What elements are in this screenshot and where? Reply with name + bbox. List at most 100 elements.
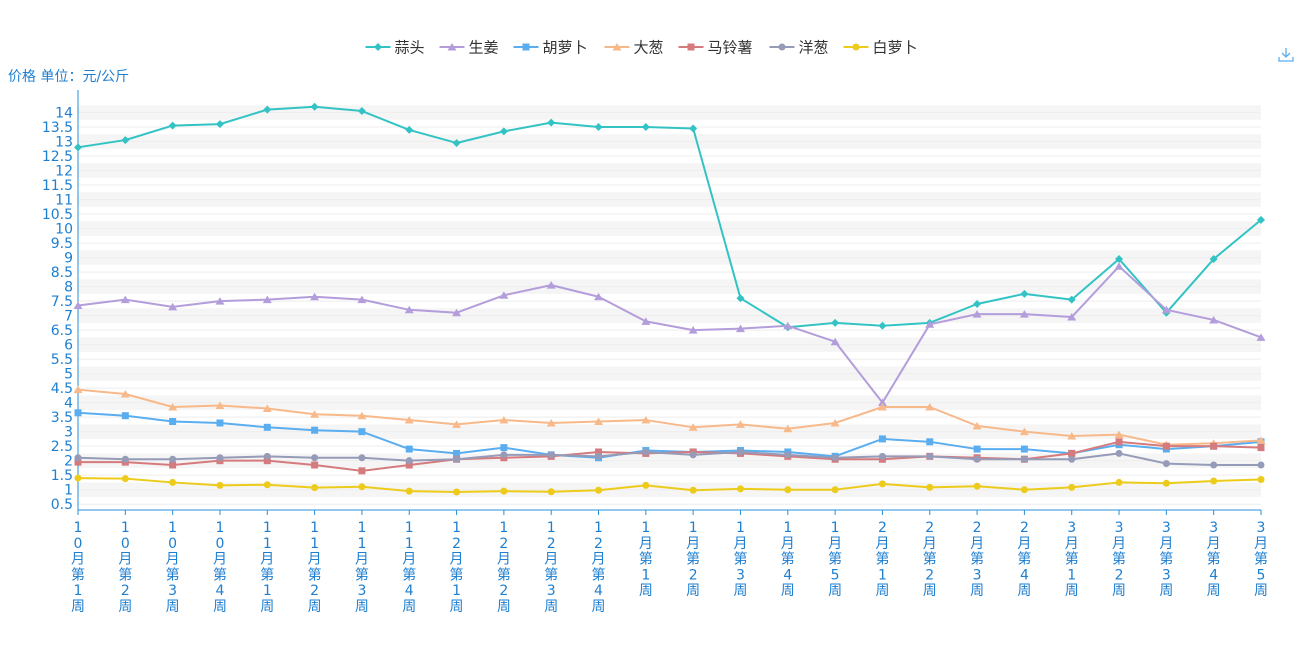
legend-marker xyxy=(852,43,860,51)
data-point xyxy=(310,102,319,111)
legend-label: 生姜 xyxy=(469,39,499,57)
data-point xyxy=(169,461,177,469)
legend-item[interactable]: 马铃薯 xyxy=(678,39,753,57)
data-point xyxy=(547,118,556,127)
legend-item[interactable]: 蒜头 xyxy=(365,39,425,57)
data-point xyxy=(1115,255,1124,264)
data-point xyxy=(453,488,461,496)
series-line xyxy=(77,477,1262,494)
x-tick-label: 1 月第 4 周 xyxy=(781,520,795,599)
data-point xyxy=(689,448,697,456)
legend-label: 胡萝卜 xyxy=(543,39,588,57)
data-point xyxy=(1210,442,1218,450)
data-point xyxy=(783,424,793,433)
grid xyxy=(78,105,1261,505)
series-7 xyxy=(74,474,1265,496)
data-point xyxy=(735,324,745,333)
legend-item[interactable]: 生姜 xyxy=(439,39,499,57)
data-point xyxy=(216,457,224,465)
data-point xyxy=(74,474,82,482)
data-point xyxy=(784,448,792,456)
legend-item[interactable]: 白萝卜 xyxy=(843,39,918,57)
data-point xyxy=(405,457,413,465)
data-point xyxy=(121,412,129,420)
x-tick-label: 3 月第 3 周 xyxy=(1159,520,1173,599)
data-point xyxy=(688,326,698,334)
data-point xyxy=(215,297,225,305)
legend-marker xyxy=(374,43,382,51)
data-point xyxy=(405,445,413,453)
data-point xyxy=(262,295,272,304)
data-point xyxy=(1209,315,1219,324)
data-point xyxy=(641,317,651,325)
x-tick-label: 1 月第 3 周 xyxy=(733,520,747,599)
data-point xyxy=(500,487,508,495)
data-point xyxy=(121,136,130,145)
x-tick-label: 1 月第 2 周 xyxy=(686,520,700,599)
data-point xyxy=(784,486,792,494)
data-point xyxy=(1162,479,1170,487)
data-point xyxy=(926,483,934,491)
legend-item[interactable]: 大葱 xyxy=(604,39,664,57)
x-tick-label: 1 0 月第 1 周 xyxy=(71,520,85,615)
download-icon[interactable] xyxy=(1276,44,1296,64)
data-point xyxy=(1210,477,1218,485)
data-point xyxy=(1162,308,1171,317)
legend-marker xyxy=(778,43,786,51)
data-point xyxy=(830,418,840,427)
y-tick-labels: 0.511.522.533.544.555.566.577.588.599.51… xyxy=(42,106,73,514)
data-point xyxy=(594,123,603,132)
series-line xyxy=(77,388,1262,446)
data-point xyxy=(121,475,129,483)
data-point xyxy=(168,302,178,311)
legend-item[interactable]: 胡萝卜 xyxy=(513,39,588,57)
x-tick-labels: 1 0 月第 1 周 1 0 月第 2 周 1 0 月第 3 周 1 0 月第 4 周 1 1 月第 1 周 1 1 月第 2 周 1 1 月第… xyxy=(71,520,1268,615)
legend-label: 洋葱 xyxy=(799,39,829,57)
y-tick-label: 10.5 xyxy=(42,207,73,223)
series-line xyxy=(77,411,1262,459)
data-point xyxy=(831,486,839,494)
data-point xyxy=(1114,262,1124,270)
data-point xyxy=(736,447,744,455)
y-tick-label: 12 xyxy=(55,164,73,180)
data-point xyxy=(1020,445,1028,453)
data-point xyxy=(595,452,603,460)
series-line xyxy=(77,265,1262,404)
data-point xyxy=(358,483,366,491)
data-point xyxy=(452,138,461,147)
data-point xyxy=(1019,310,1029,318)
data-point xyxy=(405,461,413,469)
data-point xyxy=(972,310,982,318)
data-point xyxy=(500,444,508,452)
data-point xyxy=(168,403,178,411)
y-tick-label: 4.5 xyxy=(51,381,73,397)
data-point xyxy=(216,454,224,462)
data-point xyxy=(215,401,225,410)
data-point xyxy=(926,438,934,446)
grid-band xyxy=(78,337,1261,352)
data-point xyxy=(689,448,697,456)
data-point xyxy=(546,418,556,427)
legend-item[interactable]: 洋葱 xyxy=(769,39,829,57)
data-point xyxy=(311,454,319,462)
data-point xyxy=(74,409,82,417)
data-point xyxy=(310,292,320,301)
data-point xyxy=(121,458,129,466)
grid-band xyxy=(78,308,1261,323)
grid-band xyxy=(78,221,1261,236)
data-point xyxy=(547,452,555,460)
y-tick-label: 8.5 xyxy=(51,265,73,281)
data-point xyxy=(358,454,366,462)
y-tick-label: 8 xyxy=(64,280,73,296)
data-point xyxy=(263,457,271,465)
data-point xyxy=(595,486,603,494)
grid-band xyxy=(78,250,1261,265)
data-point xyxy=(878,321,887,330)
x-tick-label: 1 0 月第 2 周 xyxy=(118,520,132,615)
data-point xyxy=(642,481,650,489)
data-point xyxy=(500,454,508,462)
data-point xyxy=(1020,486,1028,494)
data-point xyxy=(831,318,840,327)
series-line xyxy=(78,440,1262,472)
data-point xyxy=(120,389,130,398)
